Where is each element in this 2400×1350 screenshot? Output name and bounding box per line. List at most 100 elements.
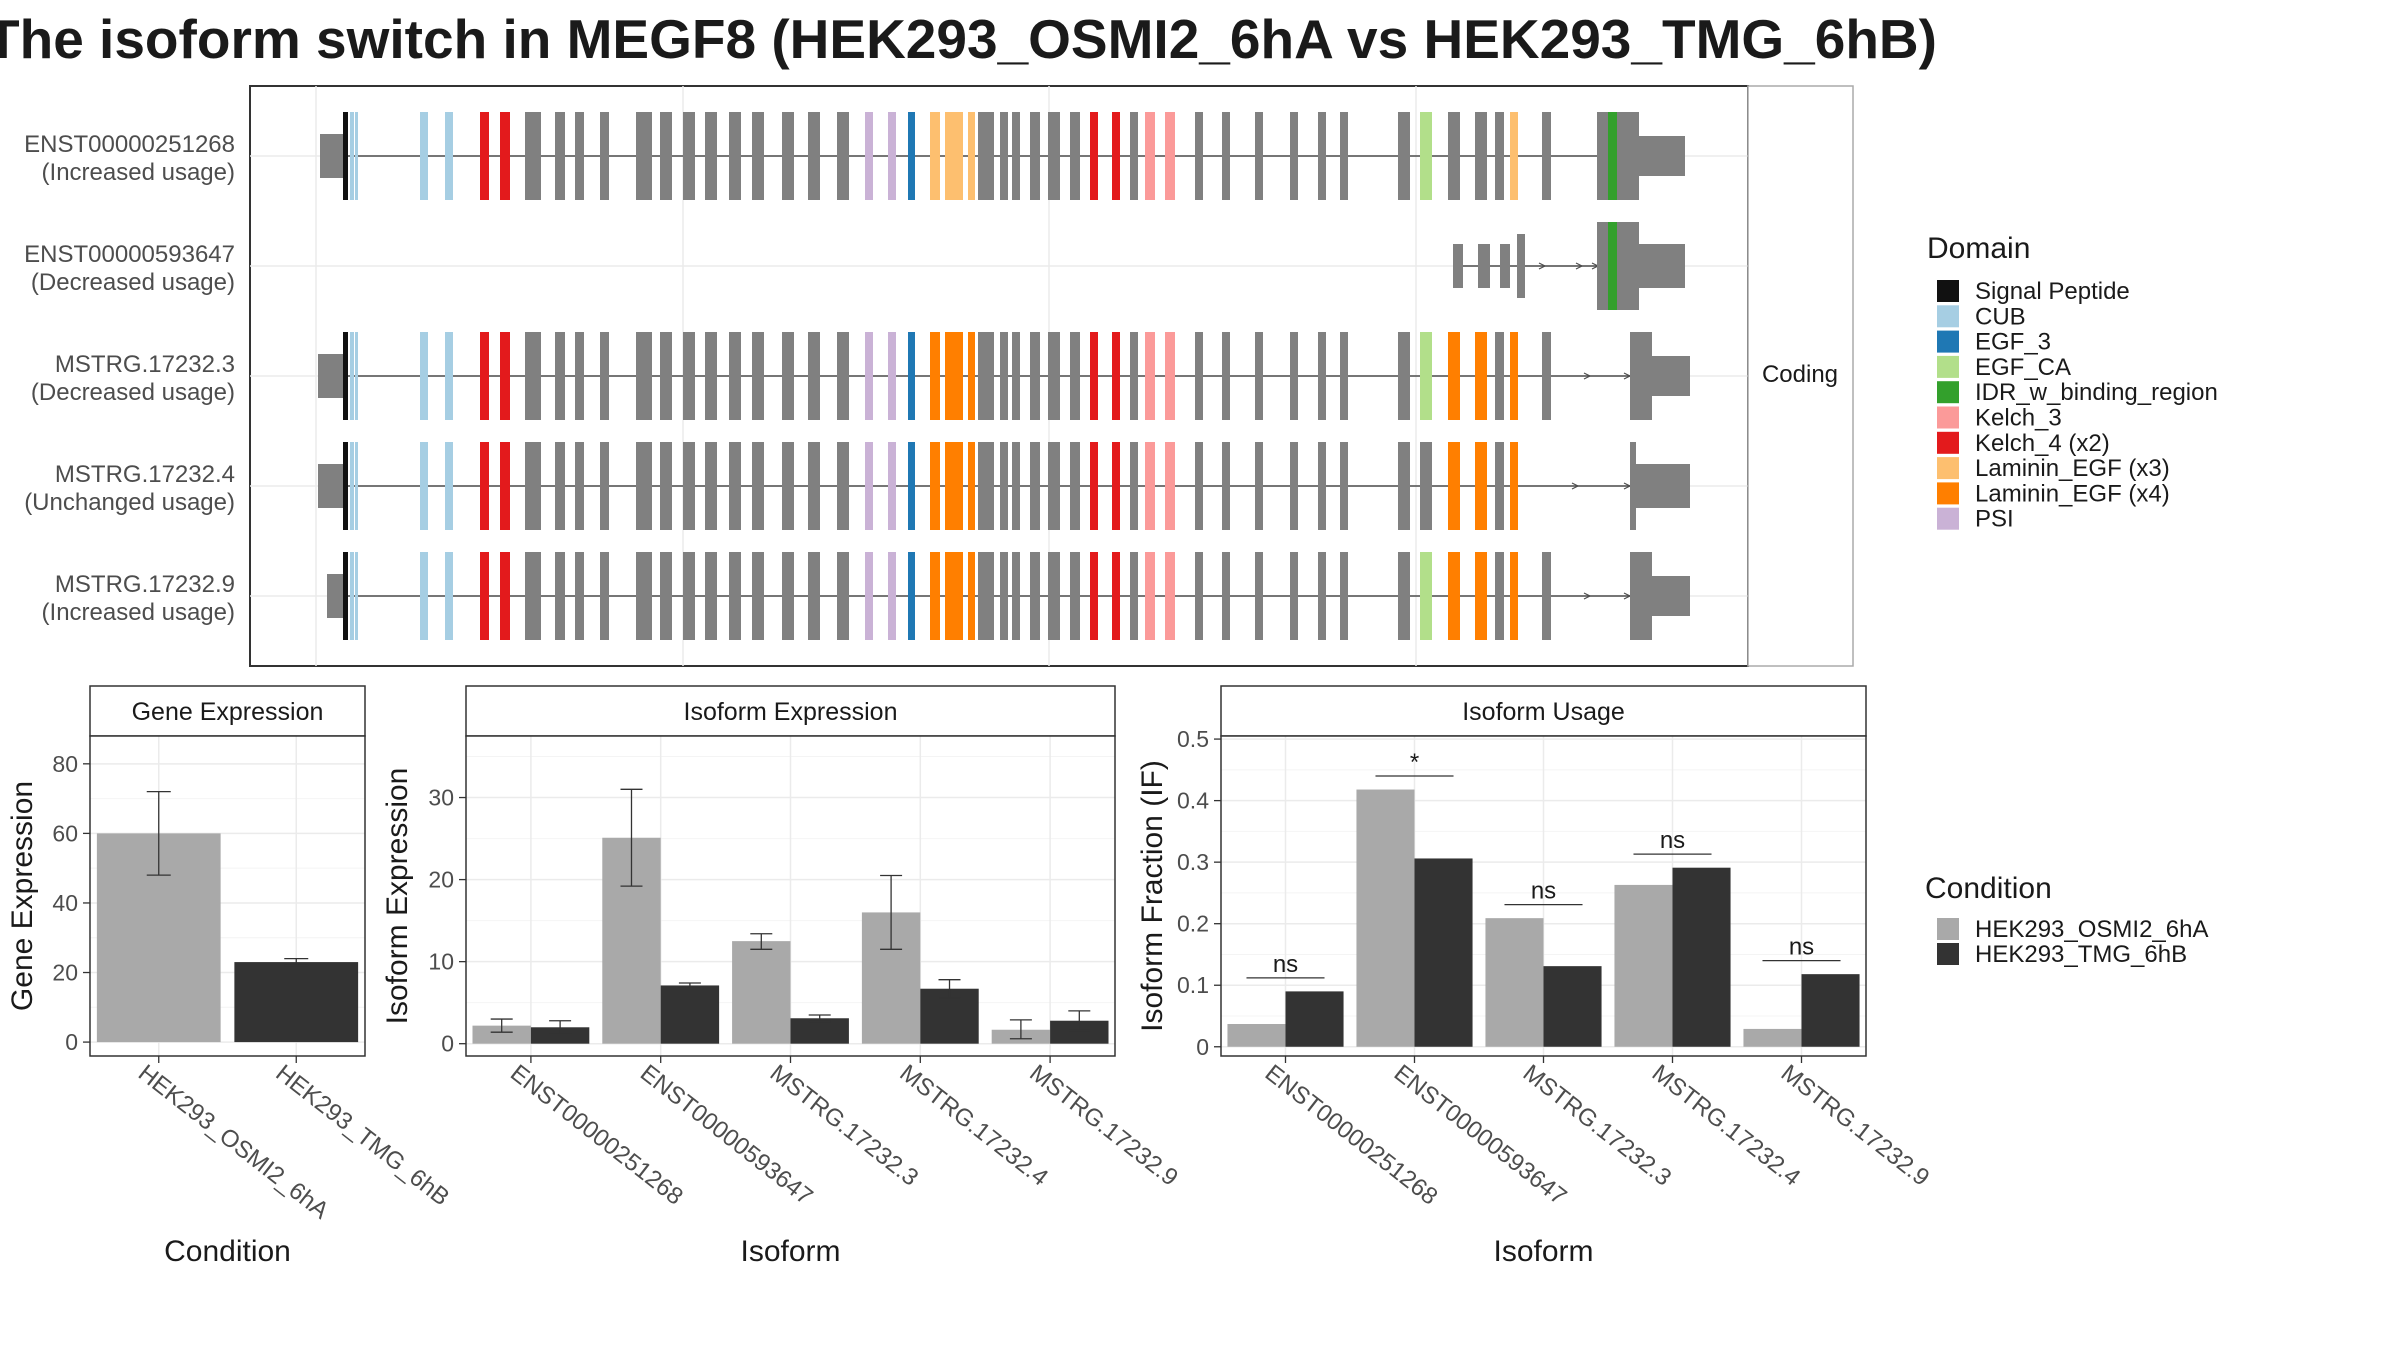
exon <box>500 552 510 640</box>
y-tick-label: 0.1 <box>1177 972 1209 998</box>
exon <box>1398 442 1410 530</box>
exon <box>575 112 584 200</box>
bar <box>1050 1020 1109 1044</box>
exon <box>420 112 428 200</box>
exon <box>837 112 849 200</box>
y-tick-label: 20 <box>428 867 454 893</box>
exon <box>1448 332 1460 420</box>
y-tick-label: 0 <box>65 1029 78 1055</box>
exon <box>945 552 963 640</box>
exon <box>1090 112 1098 200</box>
domain-legend-swatch <box>1937 482 1959 505</box>
exon <box>1608 222 1618 310</box>
exon <box>808 332 820 420</box>
bar <box>1414 858 1473 1047</box>
exon <box>1542 552 1551 640</box>
isoform-label: MSTRG.17232.4 <box>55 461 235 488</box>
exon <box>420 442 428 530</box>
exon <box>1000 112 1008 200</box>
exon <box>978 332 994 420</box>
exon <box>968 442 975 530</box>
exon <box>343 112 348 200</box>
exon <box>1290 552 1298 640</box>
exon <box>1048 442 1060 530</box>
exon <box>908 112 915 200</box>
isoform-label: MSTRG.17232.9 <box>55 571 235 598</box>
y-tick-label: 0.5 <box>1177 726 1209 752</box>
exon <box>1617 112 1639 200</box>
exon <box>1495 332 1504 420</box>
exon <box>445 332 453 420</box>
exon <box>600 442 609 530</box>
exon <box>1012 332 1020 420</box>
exon <box>1542 112 1551 200</box>
exon <box>1318 442 1326 530</box>
exon <box>575 552 584 640</box>
bar <box>1743 1028 1802 1047</box>
exon <box>1420 332 1432 420</box>
isoform-usage-label: (Decreased usage) <box>31 269 235 296</box>
x-axis-title: Isoform <box>1493 1235 1593 1268</box>
exon <box>729 442 741 530</box>
exon <box>1145 112 1155 200</box>
domain-legend-label: Kelch_3 <box>1975 405 2062 432</box>
exon <box>888 552 896 640</box>
exon <box>525 552 541 640</box>
exon <box>1145 442 1155 530</box>
exon <box>660 112 672 200</box>
exon <box>1617 222 1639 310</box>
domain-legend-label: PSI <box>1975 506 2014 533</box>
coding-strip-label: Coding <box>1762 361 1838 388</box>
exon <box>888 442 896 530</box>
y-tick-label: 60 <box>52 820 78 846</box>
bar <box>1356 789 1415 1047</box>
exon <box>636 112 652 200</box>
y-tick-label: 20 <box>52 960 78 986</box>
exon <box>1475 112 1487 200</box>
exon <box>636 332 652 420</box>
exon <box>908 442 915 530</box>
exon <box>968 112 975 200</box>
exon <box>752 332 764 420</box>
isoform-row <box>327 552 1690 640</box>
exon <box>1090 552 1098 640</box>
bar <box>1543 966 1602 1047</box>
exon <box>1652 576 1690 616</box>
domain-legend-label: Laminin_EGF (x3) <box>1975 455 2170 482</box>
exon <box>500 112 510 200</box>
exon <box>350 442 354 530</box>
exon <box>978 112 994 200</box>
exon <box>1453 244 1463 288</box>
exon <box>1398 112 1410 200</box>
exon <box>445 442 453 530</box>
exon <box>480 112 489 200</box>
x-axis-title: Isoform <box>740 1235 840 1268</box>
exon <box>865 332 873 420</box>
exon <box>1070 112 1080 200</box>
exon <box>1000 332 1008 420</box>
exon <box>1495 552 1504 640</box>
exon <box>1030 332 1040 420</box>
domain-legend-swatch <box>1937 330 1959 353</box>
bar <box>732 941 791 1044</box>
structure-rows <box>318 112 1690 640</box>
exon <box>782 332 794 420</box>
exon <box>1165 552 1175 640</box>
exon <box>1475 442 1487 530</box>
exon <box>978 552 994 640</box>
bar <box>530 1027 590 1044</box>
exon <box>1630 552 1652 640</box>
exon <box>1630 332 1652 420</box>
exon <box>555 332 565 420</box>
exon <box>808 552 820 640</box>
exon <box>350 552 354 640</box>
exon <box>808 442 820 530</box>
exon <box>1420 552 1432 640</box>
exon <box>1112 332 1120 420</box>
exon <box>705 552 717 640</box>
exon <box>1290 442 1298 530</box>
significance-label: ns <box>1789 934 1814 961</box>
exon <box>1048 332 1060 420</box>
exon <box>1608 112 1618 200</box>
